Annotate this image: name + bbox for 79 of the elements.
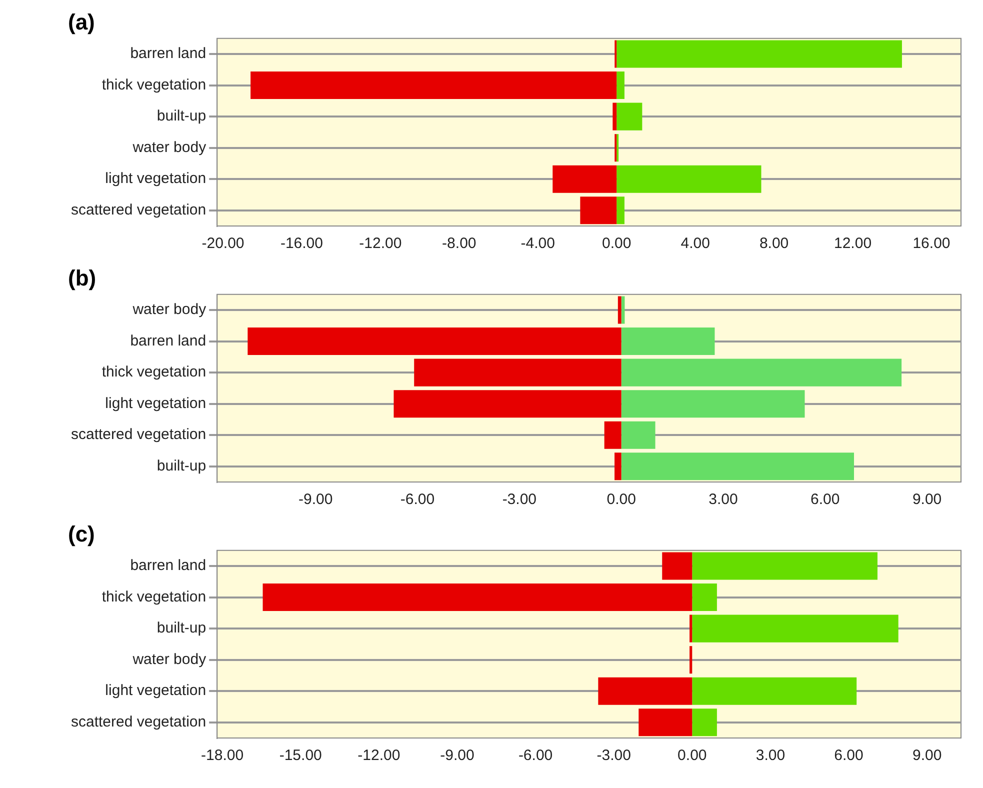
x-tick-label: 6.00	[834, 747, 864, 764]
y-tick-label: water body	[132, 650, 207, 668]
x-tick-label: 3.00	[756, 747, 786, 764]
x-tick-label: -9.00	[440, 747, 474, 764]
bar	[690, 614, 692, 642]
bar	[262, 584, 692, 612]
bar	[621, 328, 715, 356]
x-tick-label: -6.00	[400, 491, 435, 508]
bar	[248, 328, 622, 356]
bar	[604, 421, 622, 449]
bar	[621, 358, 902, 386]
bar	[616, 165, 762, 193]
x-tick-label: -3.00	[596, 747, 631, 764]
x-tick-label: -18.00	[201, 747, 244, 764]
x-tick-label: 9.00	[912, 747, 942, 764]
x-tick-label: 12.00	[834, 235, 872, 252]
x-tick-label: -15.00	[279, 747, 322, 764]
x-tick-label: -20.00	[202, 235, 244, 252]
y-tick-label: thick vegetation	[102, 364, 206, 381]
x-tick-label: 6.00	[810, 491, 840, 508]
x-tick-label: 0.00	[678, 747, 707, 764]
y-tick-label: scattered vegetation	[70, 202, 206, 219]
x-tick-label: -12.00	[359, 235, 402, 252]
bar	[614, 452, 622, 480]
y-tick-label: water body	[132, 301, 207, 318]
x-tick-label: 16.00	[912, 235, 950, 252]
bar	[638, 708, 692, 736]
y-tick-label: water body	[132, 138, 207, 156]
y-tick-label: barren land	[130, 557, 206, 574]
y-tick-label: light vegetation	[105, 394, 206, 412]
chart-title: (a)	[68, 9, 95, 34]
y-tick-label: light vegetation	[105, 170, 206, 188]
x-tick-label: 3.00	[708, 491, 738, 508]
chart-title: (c)	[68, 521, 95, 546]
y-tick-label: barren land	[130, 45, 206, 62]
x-tick-label: -9.00	[298, 491, 333, 508]
bar	[690, 646, 692, 674]
y-tick-label: thick vegetation	[102, 76, 206, 94]
bar	[616, 196, 624, 224]
bar	[692, 614, 898, 642]
y-tick-label: thick vegetation	[102, 588, 206, 606]
y-tick-label: light vegetation	[105, 682, 206, 700]
bar	[552, 165, 617, 193]
x-tick-label: 8.00	[759, 235, 789, 252]
bar	[662, 552, 692, 580]
y-tick-label: built-up	[156, 458, 206, 475]
bar	[621, 452, 854, 480]
bar	[580, 196, 617, 224]
bar	[616, 72, 624, 100]
bar	[394, 390, 622, 418]
x-tick-label: 9.00	[912, 491, 942, 508]
y-tick-label: barren land	[130, 332, 206, 350]
y-tick-label: built-up	[156, 108, 206, 125]
bar	[612, 102, 617, 130]
bar	[414, 358, 622, 386]
x-tick-label: -6.00	[518, 747, 553, 764]
x-tick-label: -16.00	[280, 235, 323, 252]
bar	[692, 708, 717, 736]
x-tick-label: 0.00	[602, 235, 632, 252]
bar	[618, 296, 622, 324]
bar	[692, 584, 717, 612]
bar	[616, 102, 642, 130]
bar	[621, 390, 805, 418]
y-tick-label: scattered vegetation	[70, 714, 206, 731]
x-tick-label: -12.00	[358, 747, 400, 764]
x-tick-label: 4.00	[680, 235, 710, 252]
y-tick-label: scattered vegetation	[70, 426, 206, 444]
bar	[692, 677, 857, 705]
y-tick-label: built-up	[156, 620, 206, 637]
chart-title: (b)	[68, 265, 96, 290]
bar	[616, 40, 902, 68]
x-tick-label: -8.00	[442, 235, 476, 252]
bar	[598, 677, 692, 705]
x-tick-label: -4.00	[520, 235, 555, 252]
x-tick-label: 0.00	[606, 491, 636, 508]
bar	[621, 421, 656, 449]
bar	[692, 552, 878, 580]
bar	[250, 72, 617, 100]
x-tick-label: -3.00	[502, 491, 537, 508]
